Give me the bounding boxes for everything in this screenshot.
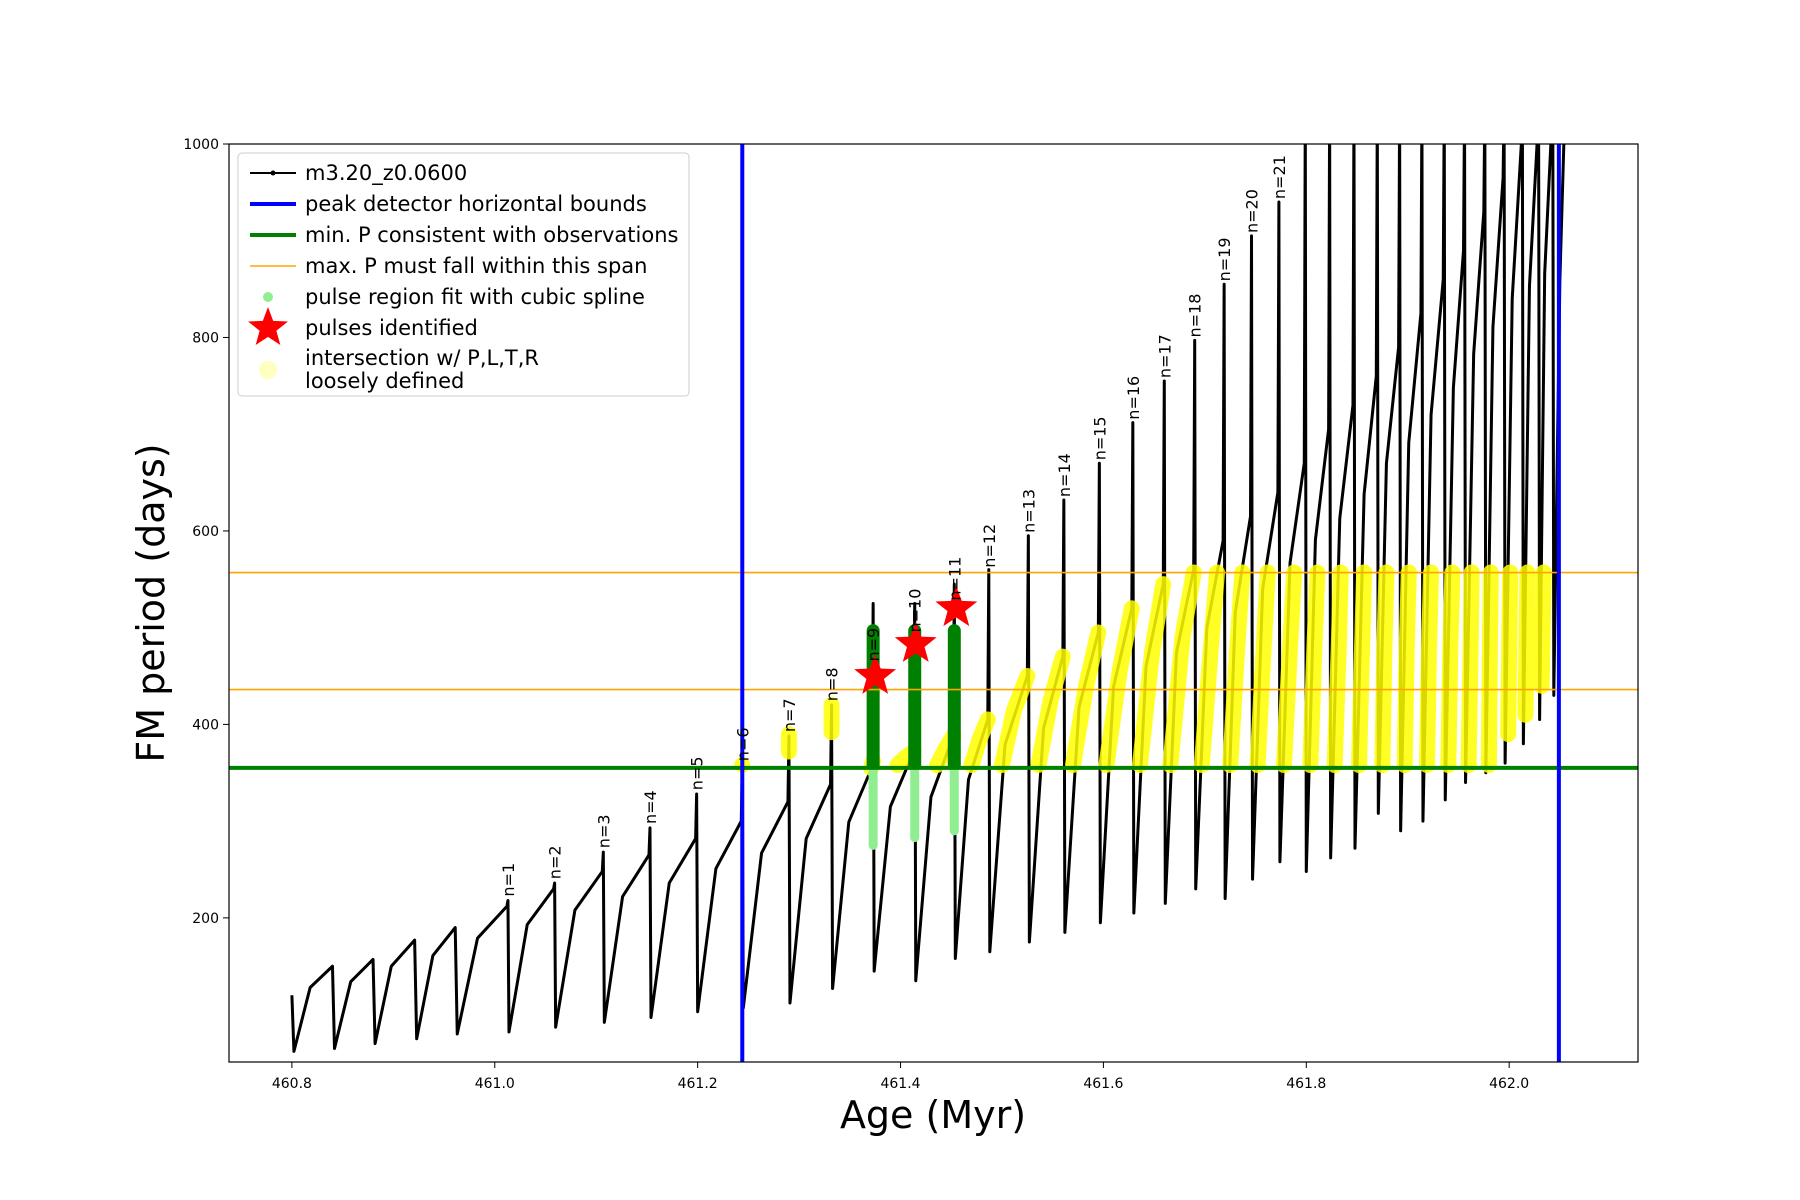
pulse-annotation: n=11 (945, 557, 964, 601)
period-line (290, 144, 1566, 1053)
pulse-star (894, 622, 937, 662)
legend-box (237, 152, 690, 397)
pulse-annotation: n=18 (1186, 294, 1205, 338)
legend-label: m3.20_z0.0600 (305, 161, 467, 186)
pulse-annotation: n=21 (1270, 155, 1289, 199)
legend-marker (270, 170, 276, 176)
legend-label: pulses identified (305, 316, 478, 340)
pulse-annotation: n=14 (1055, 453, 1074, 497)
legend-label: min. P consistent with observations (305, 223, 678, 247)
x-tick-label: 460.8 (272, 1076, 312, 1092)
pulse-annotation: n=12 (980, 524, 999, 568)
pulse-annotation: n=20 (1243, 189, 1262, 233)
pulse-star (854, 654, 897, 694)
pulse-annotation: n=15 (1090, 416, 1109, 460)
x-tick-label: 461.0 (475, 1076, 515, 1092)
x-tick-label: 461.8 (1286, 1076, 1326, 1092)
plot-area (229, 144, 1638, 1062)
y-tick-label: 400 (192, 717, 219, 733)
pulse-annotation: n=5 (688, 756, 707, 790)
legend-label: intersection w/ P,L,T,R loosely defined (305, 346, 539, 393)
legend-marker (259, 361, 277, 379)
x-tick-label: 461.6 (1083, 1076, 1123, 1092)
y-tick-label: 200 (192, 911, 219, 927)
pulse-annotation: n=9 (864, 628, 883, 662)
pulse-annotation: n=1 (499, 863, 518, 897)
pulse-annotation: n=4 (641, 790, 660, 824)
pulse-annotation: n=7 (780, 698, 799, 732)
legend-label: pulse region fit with cubic spline (305, 285, 645, 309)
axes-frame (228, 143, 1639, 1063)
pulse-annotation: n=13 (1019, 489, 1038, 533)
pulse-annotation: n=6 (733, 727, 752, 761)
y-tick-label: 1000 (183, 137, 219, 153)
x-tick-label: 461.2 (678, 1076, 718, 1092)
pulse-annotation: n=19 (1215, 237, 1234, 281)
legend-label: max. P must fall within this span (305, 254, 647, 278)
pulse-annotation: n=2 (546, 845, 565, 879)
pulse-annotation: n=10 (906, 589, 925, 633)
x-tick-label: 462.0 (1489, 1076, 1529, 1092)
pulse-star (935, 586, 978, 627)
legend-label: peak detector horizontal bounds (305, 192, 647, 216)
legend-marker (263, 292, 273, 302)
pulse-annotation: n=16 (1124, 376, 1143, 420)
pulse-annotation: n=8 (823, 667, 842, 701)
pulse-annotation: n=17 (1155, 334, 1174, 378)
y-tick-label: 800 (192, 330, 219, 346)
x-tick-label: 461.4 (880, 1076, 920, 1092)
x-axis-label: Age (Myr) (840, 1093, 1026, 1137)
pulse-annotation: n=3 (594, 814, 613, 848)
y-tick-label: 600 (192, 524, 219, 540)
y-axis-label: FM period (days) (129, 443, 173, 762)
legend-marker (248, 307, 288, 345)
